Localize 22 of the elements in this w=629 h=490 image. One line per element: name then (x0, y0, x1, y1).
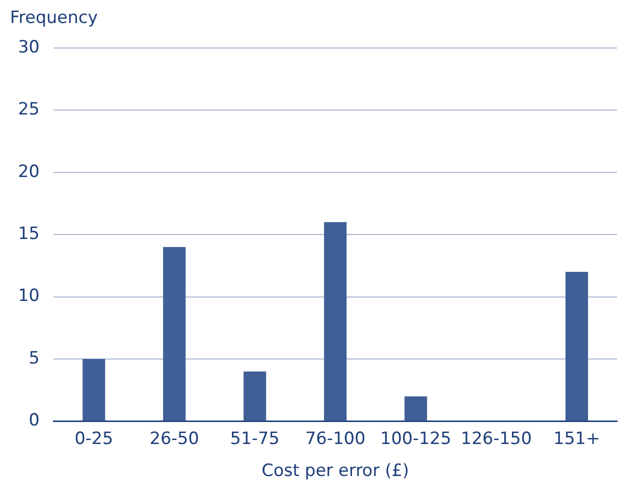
bar (324, 222, 347, 421)
y-tick-label: 20 (18, 162, 40, 182)
y-axis-title: Frequency (10, 8, 98, 28)
bar (82, 359, 106, 421)
bar (244, 371, 266, 421)
bar (163, 247, 186, 421)
y-tick-label: 25 (18, 100, 40, 120)
x-tick-label: 126-150 (460, 428, 532, 449)
y-tick-label: 5 (28, 348, 40, 368)
y-tick-label: 30 (18, 37, 40, 58)
x-tick-label: 151+ (553, 428, 600, 449)
bar (404, 396, 428, 421)
x-tick-label: 26-50 (150, 428, 200, 449)
x-tick-label: 100-125 (380, 428, 452, 449)
y-tick-label: 10 (18, 286, 40, 306)
x-axis-title: Cost per error (£) (262, 461, 410, 482)
x-tick-label: 51-75 (230, 428, 280, 449)
y-tick-label: 15 (18, 224, 40, 244)
y-tick-label: 0 (28, 410, 40, 431)
x-tick-label: 76-100 (305, 428, 366, 449)
x-tick-label: 0-25 (74, 428, 114, 449)
bar (565, 272, 588, 421)
